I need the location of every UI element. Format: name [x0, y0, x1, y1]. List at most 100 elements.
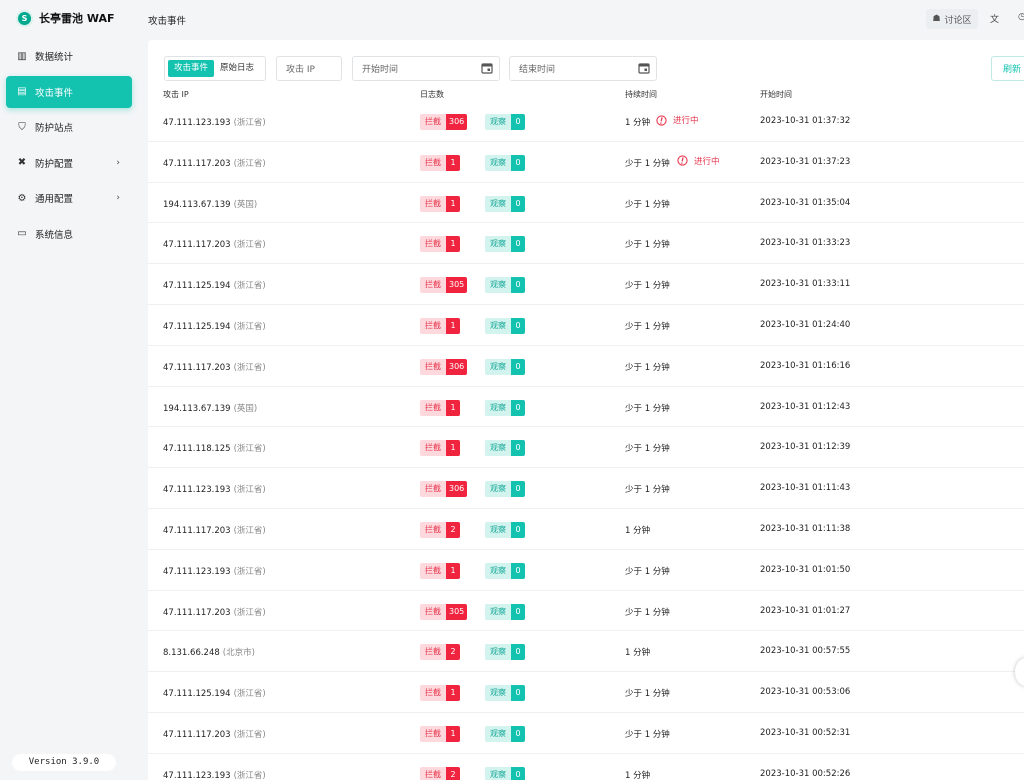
- table-row[interactable]: 47.111.125.194 (浙江省) 拦截 1 观察 0 少于 1 分钟 2023-10-…: [148, 672, 1024, 713]
- sidebar-item-5[interactable]: ▭ 系统信息: [6, 218, 132, 250]
- sidebar-item-1[interactable]: ▤ 攻击事件: [6, 75, 132, 108]
- sidebar-item-0[interactable]: ▥ 数据统计: [6, 40, 132, 72]
- table-row[interactable]: 47.111.117.203 (浙江省) 拦截 306 观察 0 少于 1 分钟 2023-1…: [148, 346, 1024, 387]
- sidebar-item-label: 通用配置: [35, 194, 74, 205]
- watch-count: 0: [511, 562, 525, 579]
- ip-address: 47.111.117.203: [163, 362, 231, 373]
- duration: 少于 1 分钟: [625, 362, 670, 373]
- sidebar-item-2[interactable]: ⛉ 防护站点: [6, 111, 132, 143]
- language-icon[interactable]: 文: [990, 15, 1000, 25]
- watch-count-tag: 观察 0: [485, 399, 525, 416]
- watch-label: 观察: [485, 725, 511, 742]
- ip-location: (浙江省): [233, 118, 266, 128]
- block-count-tag: 拦截 1: [420, 154, 460, 171]
- watch-count-tag: 观察 0: [485, 521, 525, 538]
- watch-count-tag: 观察 0: [485, 440, 525, 457]
- watch-count: 0: [511, 644, 525, 661]
- table-row[interactable]: 194.113.67.139 (英国) 拦截 1 观察 0 少于 1 分钟 2023-10-3…: [148, 387, 1024, 428]
- forum-button[interactable]: ☗ 讨论区: [926, 9, 978, 29]
- ongoing-label: 进行中: [694, 156, 720, 167]
- start-time: 2023-10-31 00:57:55: [760, 646, 851, 657]
- watch-count-tag: 观察 0: [485, 766, 525, 780]
- start-time: 2023-10-31 01:33:11: [760, 279, 851, 290]
- end-time-input[interactable]: 结束时间: [509, 56, 657, 81]
- calendar-icon[interactable]: [638, 62, 650, 74]
- col-logs: 日志数: [420, 90, 444, 99]
- block-count-tag: 拦截 1: [420, 195, 460, 212]
- block-label: 拦截: [420, 358, 446, 375]
- duration: 少于 1 分钟: [625, 607, 670, 618]
- watch-count: 0: [511, 725, 525, 742]
- table-row[interactable]: 47.111.117.203 (浙江省) 拦截 305 观察 0 少于 1 分钟 2023-1…: [148, 591, 1024, 632]
- tab-raw-logs[interactable]: 原始日志: [220, 63, 255, 73]
- page-title: 攻击事件: [148, 16, 187, 27]
- watch-label: 观察: [485, 154, 511, 171]
- calendar-icon[interactable]: [481, 62, 493, 74]
- ip-search-input[interactable]: 攻击 IP: [276, 56, 342, 81]
- tab-attack-events[interactable]: 攻击事件: [168, 60, 215, 77]
- duration: 1 分钟: [625, 648, 651, 659]
- block-count: 305: [446, 603, 468, 620]
- start-time: 2023-10-31 01:37:23: [760, 156, 851, 167]
- block-label: 拦截: [420, 195, 446, 212]
- block-count: 2: [446, 644, 460, 661]
- table-row[interactable]: 47.111.125.194 (浙江省) 拦截 305 观察 0 少于 1 分钟 2023-1…: [148, 264, 1024, 305]
- start-time-input[interactable]: 开始时间: [352, 56, 500, 81]
- watch-count: 0: [511, 521, 525, 538]
- table-row[interactable]: 194.113.67.139 (英国) 拦截 1 观察 0 少于 1 分钟 2023-10-3…: [148, 183, 1024, 224]
- watch-count: 0: [511, 399, 525, 416]
- start-time: 2023-10-31 01:33:23: [760, 238, 851, 249]
- block-count: 1: [446, 725, 460, 742]
- block-count-tag: 拦截 306: [420, 481, 468, 498]
- start-time: 2023-10-31 01:16:16: [760, 360, 851, 371]
- sidebar-item-3[interactable]: ✖ 防护配置 ›: [6, 147, 132, 179]
- start-time: 2023-10-31 01:24:40: [760, 319, 851, 330]
- sidebar-item-4[interactable]: ⚙ 通用配置 ›: [6, 182, 132, 214]
- scroll-handle[interactable]: [1015, 658, 1024, 686]
- block-count-tag: 拦截 1: [420, 440, 460, 457]
- block-count-tag: 拦截 1: [420, 562, 460, 579]
- attack-ip: 47.111.125.194 (浙江省): [163, 279, 266, 291]
- block-label: 拦截: [420, 766, 446, 780]
- attack-ip: 47.111.117.203 (浙江省): [163, 728, 266, 740]
- monitor-icon: ▭: [17, 228, 27, 239]
- duration: 少于 1 分钟: [625, 199, 670, 210]
- watch-count-tag: 观察 0: [485, 277, 525, 294]
- table-row[interactable]: 47.111.118.125 (浙江省) 拦截 1 观察 0 少于 1 分钟 2023-10-…: [148, 427, 1024, 469]
- refresh-button[interactable]: 刷新: [991, 56, 1024, 81]
- table-row[interactable]: 47.111.117.203 (浙江省) 拦截 1 观察 0 少于 1 分钟 2023-10-…: [148, 223, 1024, 265]
- document-icon: ▤: [17, 86, 27, 97]
- table-row[interactable]: 47.111.123.193 (浙江省) 拦截 1 观察 0 少于 1 分钟 2023-10-…: [148, 550, 1024, 591]
- app-name: 长亭雷池 WAF: [39, 12, 115, 25]
- table-row[interactable]: 47.111.125.194 (浙江省) 拦截 1 观察 0 少于 1 分钟 2023-10-…: [148, 305, 1024, 346]
- table-row[interactable]: 47.111.123.193 (浙江省) 拦截 306 观察 0 1 分钟 进行中 2023-1…: [148, 101, 1024, 142]
- block-count: 1: [446, 317, 460, 334]
- attack-ip: 47.111.125.194 (浙江省): [163, 320, 266, 332]
- ip-location: (浙江省): [233, 158, 266, 169]
- help-icon[interactable]: ◷: [1018, 12, 1024, 22]
- attack-ip: 47.111.123.193 (浙江省): [163, 483, 266, 495]
- block-label: 拦截: [420, 603, 446, 620]
- view-switch: 攻击事件 原始日志: [164, 56, 266, 81]
- watch-count: 0: [511, 440, 525, 457]
- ip-location: (浙江省): [233, 362, 266, 373]
- brand[interactable]: S 长亭雷池 WAF: [16, 8, 115, 28]
- main-panel: 攻击事件 原始日志 攻击 IP 开始时间 结束时间 刷新 攻击 IP 日志数 持…: [148, 40, 1024, 780]
- start-time: 2023-10-31 00:52:31: [760, 727, 851, 738]
- table-row[interactable]: 47.111.117.203 (浙江省) 拦截 1 观察 0 少于 1 分钟 进行中 2023-…: [148, 142, 1024, 183]
- attack-ip: 194.113.67.139 (英国): [163, 402, 257, 414]
- table-row[interactable]: 47.111.117.203 (浙江省) 拦截 1 观察 0 少于 1 分钟 2023-10-…: [148, 713, 1024, 754]
- block-count: 306: [446, 481, 468, 498]
- watch-label: 观察: [485, 399, 511, 416]
- table-row[interactable]: 47.111.117.203 (浙江省) 拦截 2 观察 0 1 分钟 2023-10-31 …: [148, 509, 1024, 550]
- block-count-tag: 拦截 306: [420, 114, 468, 130]
- table-row[interactable]: 47.111.123.193 (浙江省) 拦截 2 观察 0 1 分钟 2023-10-31 …: [148, 754, 1024, 780]
- ongoing-status: 进行中: [656, 114, 699, 126]
- duration: 少于 1 分钟: [625, 321, 670, 332]
- duration: 1 分钟: [625, 525, 651, 536]
- watch-label: 观察: [485, 195, 511, 212]
- ip-address: 47.111.125.194: [163, 689, 231, 700]
- table-row[interactable]: 47.111.123.193 (浙江省) 拦截 306 观察 0 少于 1 分钟 2023-1…: [148, 468, 1024, 509]
- table-row[interactable]: 8.131.66.248 (北京市) 拦截 2 观察 0 1 分钟 2023-10-31 00…: [148, 631, 1024, 673]
- block-count: 306: [446, 358, 468, 375]
